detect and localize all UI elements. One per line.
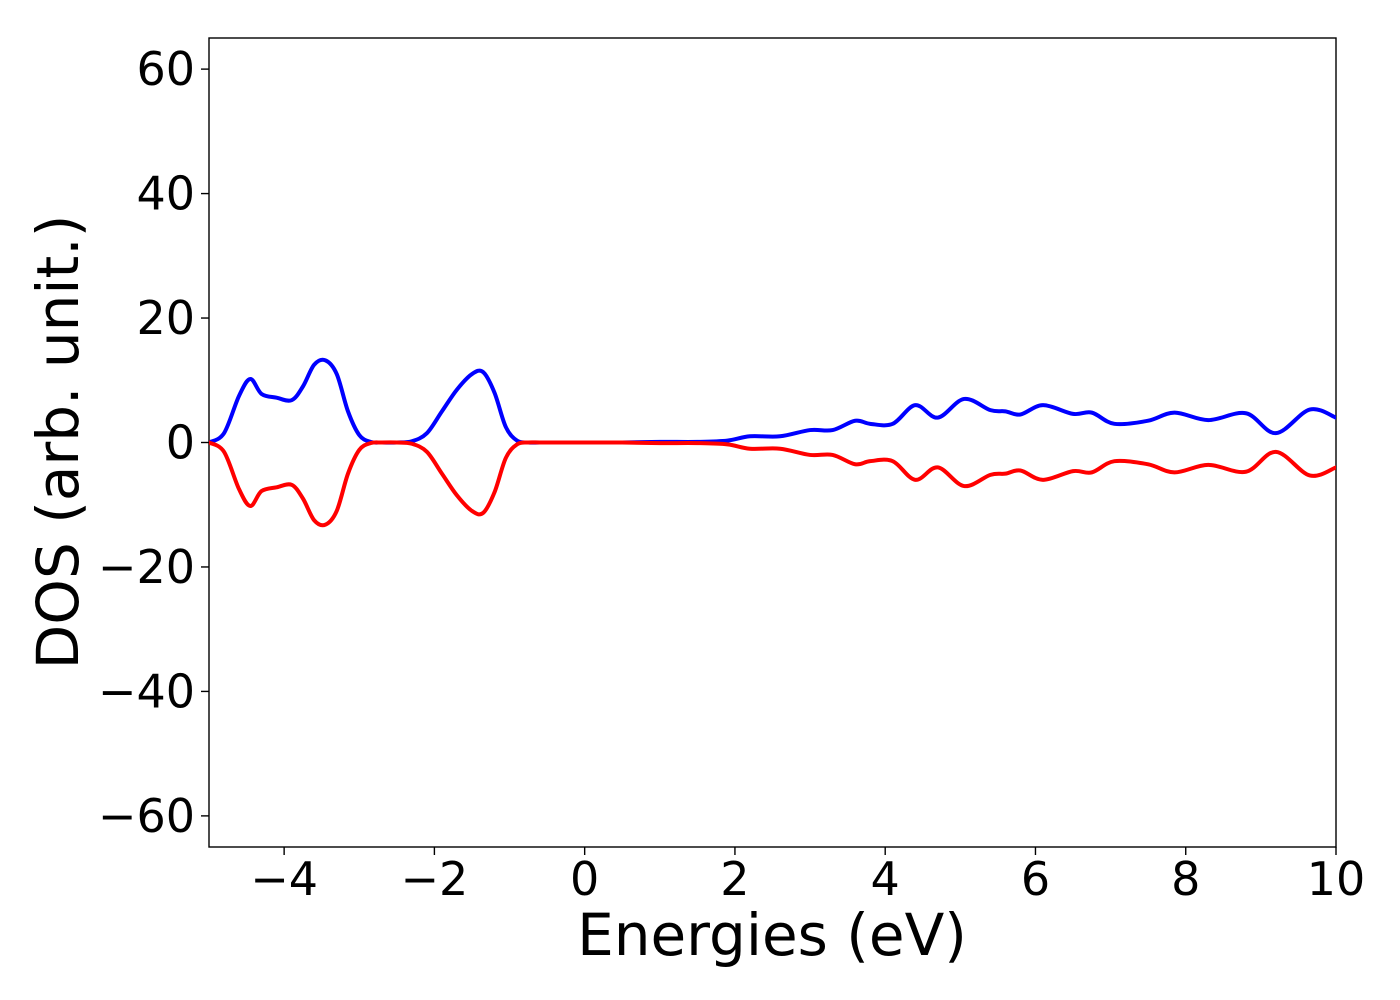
series-line-blue: [209, 357, 1336, 445]
x-tick-label: −4: [250, 852, 318, 906]
x-tick-label: 6: [1021, 852, 1050, 906]
x-tick-label: 8: [1171, 852, 1200, 906]
y-tick-label: 20: [136, 291, 195, 345]
y-tick-label: −40: [98, 664, 195, 718]
x-tick-label: 4: [871, 852, 900, 906]
y-axis-label: DOS (arb. unit.): [24, 215, 92, 670]
y-tick-label: 0: [166, 416, 195, 470]
x-tick-label: 10: [1307, 852, 1366, 906]
x-tick-label: 0: [570, 852, 599, 906]
x-axis-label: Energies (eV): [577, 901, 967, 969]
x-tick-label: 2: [720, 852, 749, 906]
y-tick-label: 40: [136, 167, 195, 221]
y-axis: −60 −40 −20 0 20 40 60: [98, 42, 209, 843]
y-tick-label: −20: [98, 540, 195, 594]
series-line-red: [209, 440, 1336, 528]
y-tick-label: 60: [136, 42, 195, 96]
x-axis: −4 −2 0 2 4 6 8 10: [250, 847, 1365, 906]
x-tick-label: −2: [400, 852, 468, 906]
series-layer: [209, 357, 1336, 528]
y-tick-label: −60: [98, 789, 195, 843]
